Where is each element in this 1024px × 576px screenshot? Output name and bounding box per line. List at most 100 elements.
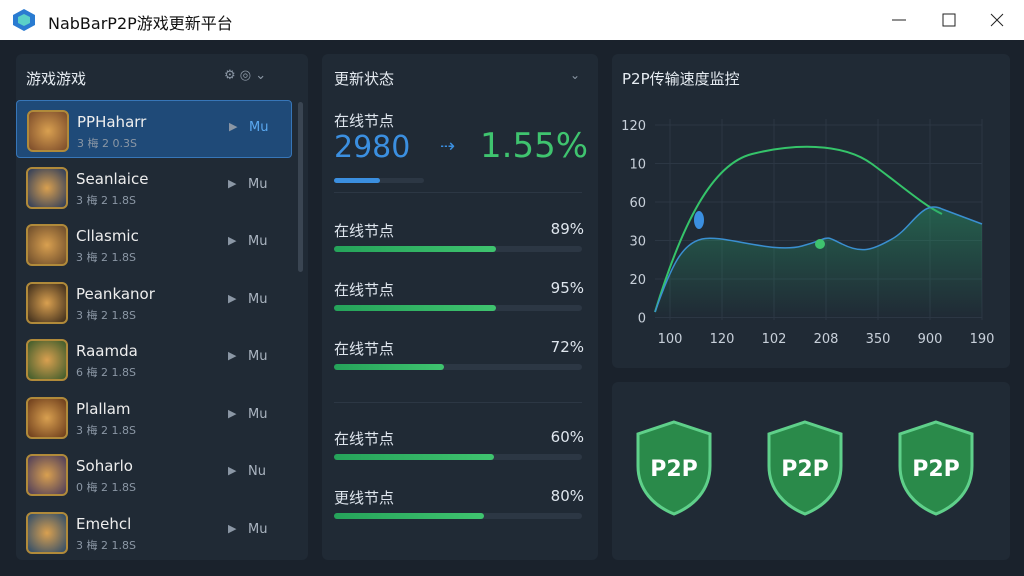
x-tick-label: 208 (814, 332, 839, 347)
row-value: 95% (550, 279, 584, 297)
x-tick-label: 190 (970, 332, 995, 347)
game-item[interactable]: Cllasmic 3 梅 2 1.8S ▶ Mu (16, 215, 290, 271)
x-tick-label: 100 (658, 332, 683, 347)
play-icon: ▶ (228, 234, 237, 247)
game-meta: 3 梅 2 1.8S (76, 251, 136, 264)
game-tag: Mu (248, 176, 268, 192)
game-meta: 3 梅 2 1.8S (76, 308, 136, 322)
game-icon (26, 166, 68, 209)
y-tick-label: 10 (629, 158, 646, 173)
game-name: Peankanor (76, 284, 155, 303)
game-item[interactable]: PPHaharr 3 梅 2 0.3S ▶ Mu (16, 100, 292, 158)
y-tick-label: 120 (621, 119, 646, 134)
game-meta: 3 梅 2 0.3S (77, 137, 137, 150)
game-name: Cllasmic (76, 227, 139, 245)
game-icon (26, 224, 68, 266)
x-tick-label: 120 (710, 332, 735, 347)
row-value: 80% (550, 487, 584, 505)
shield-label: P2P (912, 457, 960, 482)
stat-track (334, 178, 424, 183)
window-title: NabBarP2P游戏更新平台 (48, 14, 233, 33)
row-track (334, 246, 582, 252)
game-item[interactable]: Plallam 3 梅 2 1.8S ▶ Mu (16, 388, 290, 444)
divider (334, 192, 582, 193)
shield: P2P (636, 420, 712, 516)
play-icon: ▶ (228, 406, 237, 420)
row-label: 在线节点 (334, 430, 395, 448)
shield-shape (636, 420, 712, 516)
row-label: 更线节点 (334, 489, 395, 507)
game-item[interactable]: Soharlo 0 梅 2 1.8S ▶ Nu (16, 445, 290, 501)
game-meta: 6 梅 2 1.8S (76, 366, 136, 379)
game-icon (26, 396, 68, 439)
shield: P2P (767, 420, 843, 516)
game-meta: 3 梅 2 1.8S (76, 193, 136, 207)
speed-chart: 120 10 60 30 20 0 100 120 102 208 350 900 190 (621, 119, 995, 347)
window-controls[interactable] (880, 10, 1010, 30)
row-label: 在线节点 (334, 340, 395, 358)
game-tag: Mu (248, 234, 268, 249)
game-tag: Mu (248, 349, 268, 364)
game-item[interactable]: Raamda 6 梅 2 1.8S ▶ Mu (16, 330, 290, 386)
game-icon (26, 339, 68, 381)
game-tag: Mu (248, 521, 268, 537)
rate: 1.55% (480, 126, 589, 166)
shield-label: P2P (781, 457, 829, 482)
play-icon: ▶ (228, 464, 237, 477)
row-value: 89% (550, 220, 584, 238)
shield: P2P (898, 420, 974, 516)
x-tick-label: 102 (762, 332, 787, 347)
game-name: Plallam (76, 399, 131, 418)
collapse[interactable]: ⌄ (570, 68, 581, 82)
title-bar: NabBarP2P游戏更新平台 (0, 0, 1024, 40)
row-label: 在线节点 (334, 281, 395, 299)
row-fill (334, 305, 496, 311)
row-value: 60% (550, 428, 584, 446)
monitor-panel: P2P传输速度监控 120 10 60 30 20 0 100 120 102 208 350 900… (612, 54, 1010, 368)
row-fill (334, 364, 444, 370)
y-tick-label: 20 (629, 273, 646, 288)
row-fill (334, 454, 494, 460)
play-icon: ▶ (228, 176, 237, 190)
row-value: 72% (550, 338, 584, 356)
game-item[interactable]: Peankanor 3 梅 2 1.8S ▶ Mu (16, 273, 290, 329)
play-icon: ▶ (228, 349, 237, 362)
row-track (334, 513, 582, 519)
panel-title: 更新状态 (334, 70, 395, 88)
game-item[interactable]: Emehcl 3 梅 2 1.8S ▶ Mu (16, 503, 290, 559)
node-count: 2980 (334, 130, 411, 165)
row-label: 在线节点 (334, 222, 395, 240)
row-track (334, 454, 582, 460)
arrow: ⇢ (440, 136, 456, 157)
panel-tools[interactable]: ⚙ ◎ ⌄ (224, 68, 267, 83)
game-name: Raamda (76, 342, 138, 360)
y-tick-label: 0 (638, 312, 646, 327)
scrollbar[interactable] (298, 102, 303, 272)
shield-shape (767, 420, 843, 516)
status-panel: 更新状态 ⌄ 在线节点 2980 ⇢ 1.55% 在线节点 89% 在线节点 95% 在… (322, 54, 598, 560)
game-tag: Mu (249, 120, 269, 135)
panel-title: P2P传输速度监控 (622, 70, 740, 88)
game-name: PPHaharr (77, 113, 147, 131)
x-tick-label: 350 (866, 332, 891, 347)
game-item[interactable]: Seanlaice 3 梅 2 1.8S ▶ Mu (16, 158, 290, 214)
games-panel: 游戏游戏 ⚙ ◎ ⌄ PPHaharr 3 梅 2 0.3S ▶ Mu Seanlaic… (16, 54, 308, 560)
row-track (334, 305, 582, 311)
game-tag: Mu (248, 291, 268, 307)
shield-label: P2P (650, 457, 698, 482)
panel-title: 游戏游戏 (26, 70, 87, 88)
game-name: Soharlo (76, 457, 133, 475)
marker (694, 211, 704, 229)
x-tick-label: 900 (918, 332, 943, 347)
stat-label: 在线节点 (334, 112, 395, 130)
game-icon (26, 454, 68, 496)
game-icon (26, 281, 68, 324)
game-meta: 0 梅 2 1.8S (76, 481, 136, 494)
traffic-area (655, 206, 982, 318)
row-track (334, 364, 582, 370)
speed-line (654, 145, 943, 313)
game-icon (27, 110, 69, 152)
y-tick-label: 60 (629, 196, 646, 211)
game-name: Seanlaice (76, 169, 149, 188)
